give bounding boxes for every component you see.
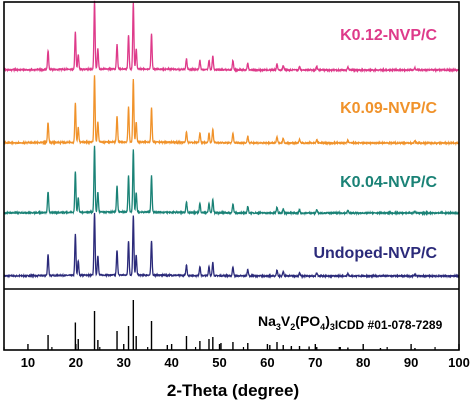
x-tick-label: 10 <box>21 355 35 370</box>
series-line-undoped-nvp-c <box>3 212 460 280</box>
series-label-k0-12-nvp-c: K0.12-NVP/C <box>340 27 437 44</box>
reference-label: Na3V2(PO4)3ICDD #01-078-7289 <box>258 313 443 332</box>
series-label-k0-09-nvp-c: K0.09-NVP/C <box>340 100 437 117</box>
series-label-undoped-nvp-c: Undoped-NVP/C <box>313 245 437 262</box>
x-tick-label: 30 <box>117 355 131 370</box>
series-label-k0-04-nvp-c: K0.04-NVP/C <box>340 174 437 191</box>
x-axis-title: 2-Theta (degree) <box>167 381 299 400</box>
x-tick-label: 80 <box>356 355 370 370</box>
series-line-k0-12-nvp-c <box>3 0 460 73</box>
series-labels: Undoped-NVP/C K0.04-NVP/C K0.09-NVP/C K0.12… <box>313 27 437 262</box>
x-tick-label: 70 <box>308 355 322 370</box>
x-tick-label: 40 <box>164 355 178 370</box>
series-line-k0-09-nvp-c <box>3 75 460 147</box>
x-axis: 10 20 30 40 50 60 70 80 90 100 <box>3 344 470 370</box>
x-tick-label: 50 <box>212 355 226 370</box>
x-tick-label: 60 <box>260 355 274 370</box>
x-tick-label: 100 <box>448 355 470 370</box>
plot-frame <box>3 1 460 351</box>
x-tick-label: 20 <box>69 355 83 370</box>
x-tick-label: 90 <box>404 355 418 370</box>
series-line-k0-04-nvp-c <box>3 145 460 217</box>
series-traces <box>3 0 460 280</box>
